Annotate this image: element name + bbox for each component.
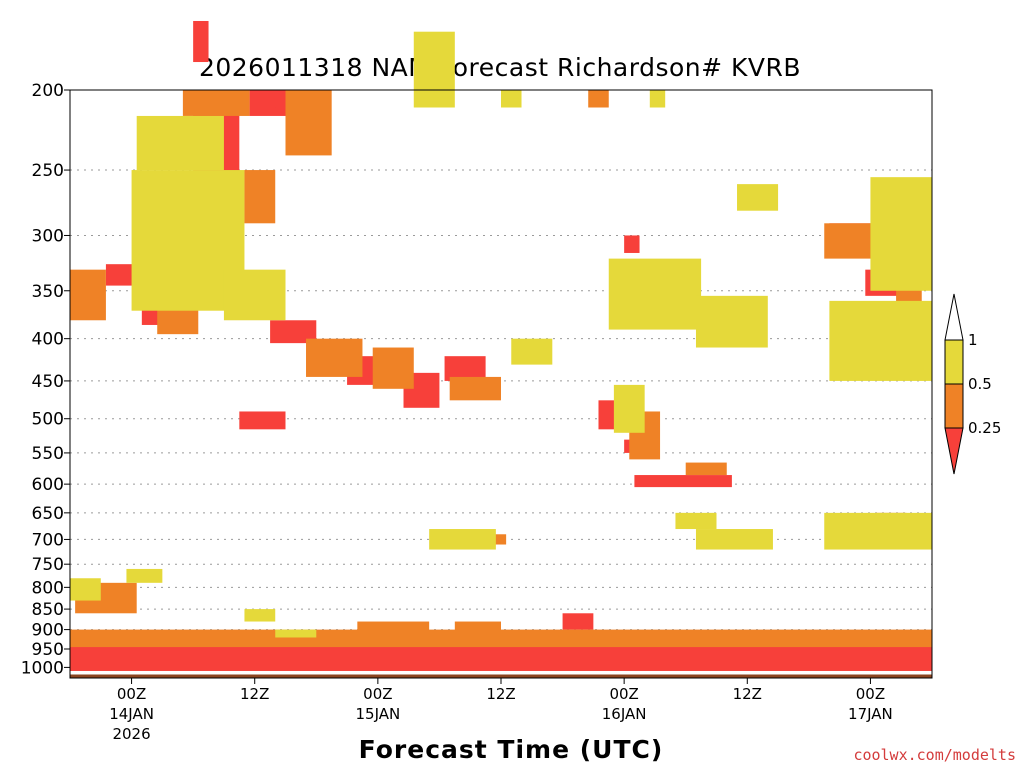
y-tick-label: 500 [32,410,64,430]
y-tick-label: 750 [32,555,64,575]
y-tick-label: 350 [32,282,64,302]
y-tick-label: 450 [32,372,64,392]
heatmap-cell [695,295,768,348]
heatmap-cell [182,90,250,116]
heatmap-cell [695,529,773,550]
legend-level-label: 0.5 [968,375,992,393]
heatmap-cell [285,90,332,156]
y-tick-label: 550 [32,444,64,464]
x-tick-label: 00Z [363,685,392,703]
heatmap-cell [70,269,106,321]
heatmap-cell [829,300,932,381]
x-tick-date: 17JAN [848,705,893,723]
x-tick-date: 16JAN [602,705,647,723]
x-tick-label: 12Z [486,685,515,703]
y-axis: 200 250 300 350 400 450 500 550 600 650 700 750 8008… [21,81,70,678]
heatmap-cell [737,184,779,211]
heatmap-cell [270,320,317,344]
y-tick-label: 800 [32,578,64,598]
heatmap-cell [685,462,727,476]
x-tick-date: 15JAN [355,705,400,723]
heatmap-cell [372,347,414,389]
x-tick-date: 14JAN [109,705,154,723]
heatmap-cell [244,609,276,622]
heatmap-cell [223,269,286,321]
y-tick-label: 250 [32,161,64,181]
heatmap-cell [275,629,317,638]
x-tick-label: 00Z [117,685,146,703]
heatmap-cell [244,170,276,224]
heatmap-cell [634,475,732,488]
heatmap-cell [413,31,455,108]
heatmap-cell [105,264,137,286]
heatmap-cell [306,338,363,377]
x-tick-label: 12Z [240,685,269,703]
heatmap-cell [824,512,932,550]
y-tick-label: 850 [32,600,64,620]
legend-band-yellow [944,339,964,385]
heatmap-cell [449,376,501,401]
x-tick-label: 00Z [856,685,885,703]
y-tick-label: 650 [32,504,64,524]
heatmap-cell [239,411,286,430]
colorbar-legend: 1 0.5 0.25 [944,293,1001,475]
chart-title: 2026011318 NAM Forecast Richardson# KVRB [199,53,801,82]
heatmap-cell [70,578,101,601]
heatmap-cell [70,645,932,671]
y-tick-label: 700 [32,530,64,550]
y-tick-label: 400 [32,330,64,350]
heatmap-cell [511,338,553,365]
heatmap-cell [193,20,209,63]
heatmap-cell [70,629,932,648]
legend-arrow-bottom [944,427,964,475]
heatmap-cells [70,20,932,678]
heatmap-cell [870,177,932,291]
heatmap-cell [444,356,486,381]
heatmap-cell [588,90,609,108]
heatmap-cell [613,384,645,433]
y-tick-label: 600 [32,475,64,495]
heatmap-cell [126,568,163,583]
heatmap-cell [675,512,717,530]
heatmap-cell [429,529,496,550]
legend-level-label: 1 [968,331,978,349]
plot-area [69,20,933,679]
x-tick-year: 2026 [112,725,150,743]
x-axis-label: Forecast Time (UTC) [359,735,664,764]
y-tick-label: 1000 [21,658,64,678]
heatmap-cell [649,90,666,108]
heatmap-cell [824,223,876,259]
y-tick-label: 300 [32,226,64,246]
heatmap-cell [608,258,702,330]
heatmap-cell [562,613,594,630]
y-tick-label: 900 [32,621,64,641]
ground-strip [70,674,932,678]
y-tick-label: 950 [32,640,64,660]
legend-level-label: 0.25 [968,419,1001,437]
x-tick-label: 12Z [733,685,762,703]
x-tick-label: 00Z [609,685,638,703]
x-axis: 00Z 14JAN 2026 12Z 00Z 15JAN 12Z 00Z 16JAN 12Z 00Z… [109,678,893,743]
y-tick-label: 200 [32,81,64,101]
heatmap-cell [501,90,522,108]
heatmap-cell [136,115,224,171]
legend-arrow-top [944,293,964,341]
heatmap-cell [624,235,640,253]
credit-text: coolwx.com/modelts [853,746,1016,764]
legend-band-orange [944,383,964,429]
